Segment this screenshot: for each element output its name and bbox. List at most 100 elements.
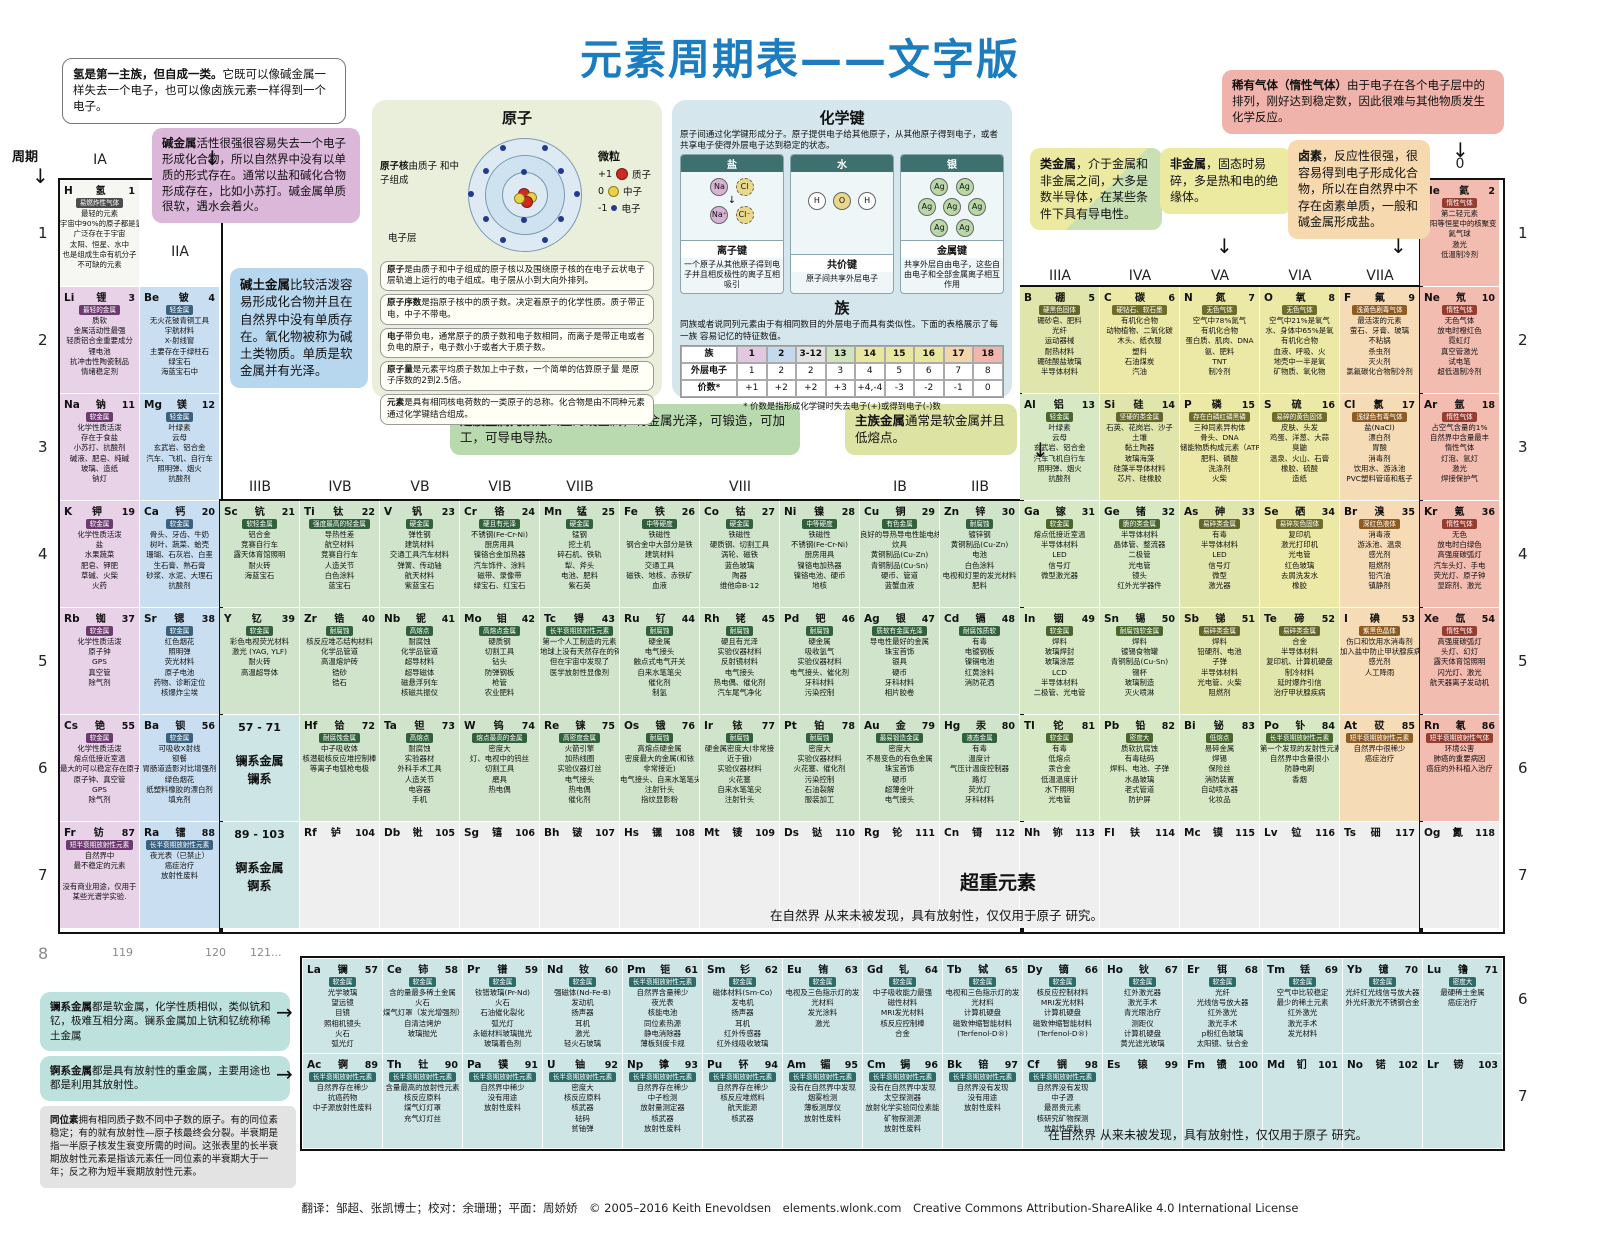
series-placeholder-89-103[interactable]: 89 - 103 锕系金属 锕系 <box>220 822 299 928</box>
element-cell-Mn[interactable]: Mn 锰 25 硬金属 锰钢 挖土机 碎石机、铁轨 犁、斧头 电池、肥料 紫石英 <box>540 501 619 607</box>
element-cell-Ra[interactable]: Ra 镭 88 长半衰期放射性元素 夜光表（已禁止） 癌症治疗 放射性废料 <box>140 822 219 928</box>
element-cell-Np[interactable]: Np 镎 93 长半衰期放射性元素 自然界存在稀少 中子检测 放射量测定器 核武器 放射性废料 <box>623 1054 702 1148</box>
element-cell-Bh[interactable]: Bh 𬭛 107 <box>540 822 619 928</box>
element-cell-Rf[interactable]: Rf 𬬻 104 <box>300 822 379 928</box>
element-cell-Ho[interactable]: Ho 钬 67 软金属 红外激光器 激光手术 青光眼治疗 测距仪 计算机硬盘 黄光滤光玻璃 <box>1103 959 1182 1053</box>
element-cell-Mo[interactable]: Mo 钼 42 高熔点金属 硬质钢 切割工具 钻头 防弹钢板 枪管 农业肥料 <box>460 608 539 714</box>
element-cell-Ac[interactable]: Ac 锕 89 长半衰期放射性元素 自然界存在稀少 抗癌药物 中子源放射性废料 <box>303 1054 382 1148</box>
element-cell-Er[interactable]: Er 铒 68 软金属 光纤 光线信号放大器 红外激光 激光手术 p粉红色玻璃 太阳镜、钛合金 <box>1183 959 1262 1053</box>
element-cell-Au[interactable]: Au 金 79 最易锻造金属 密度大 不易变色的有色金属 珠宝首饰 硬币 超薄金叶 电气接头 <box>860 715 939 821</box>
element-cell-Pt[interactable]: Pt 铂 78 耐腐蚀 密度大 实验仪器材料 火花塞、催化剂 污染控制 石油裂解 服装加工 <box>780 715 859 821</box>
element-cell-Bk[interactable]: Bk 锫 97 长半衰期放射性元素 自然界没有发现 没有用途 放射性废料 <box>943 1054 1022 1148</box>
element-cell-No[interactable]: No 锘 102 <box>1343 1054 1422 1148</box>
element-cell-Pr[interactable]: Pr 镨 59 软金属 钕镨玻璃(Pr-Nd) 火石 石油催化裂化 弧光灯 永磁材料玻璃抛光 玻璃… <box>463 959 542 1053</box>
element-cell-V[interactable]: V 钒 23 硬金属 弹性钢 建筑材料 交通工具汽车材料 弹簧、传动轴 航天材料 紫蓝宝石 <box>380 501 459 607</box>
element-cell-C[interactable]: C 碳 6 硬钻石、软石墨 有机化合物 动物植物、二氧化碳 木头、纸衣服 塑料 石油煤炭 汽油 <box>1100 287 1179 393</box>
element-cell-Hs[interactable]: Hs 𬭶 108 <box>620 822 699 928</box>
element-cell-Ne[interactable]: Ne 氖 10 惰性气体 无色气体 放电时橙红色 霓虹灯 真空管激光 试电笔 超低温制冷剂 <box>1420 287 1499 393</box>
element-cell-Sr[interactable]: Sr 锶 38 软金属 红色烟花 照明弹 荧光材料 原子电池 药物、诊断定位 核爆炸尘埃 <box>140 608 219 714</box>
element-cell-Pd[interactable]: Pd 钯 46 耐腐蚀 硬金属 吸收氢气 实验仪器材料 电气接头、催化剂 牙科材料 污染控制 <box>780 608 859 714</box>
element-cell-I[interactable]: I 碘 53 紫黑色晶体 伤口和饮用水消毒剂 加入盐中防止甲状腺疾病 感光剂 人工降雨 <box>1340 608 1419 714</box>
element-cell-Rh[interactable]: Rh 铑 45 耐腐蚀 硬且有光泽 实验仪器材料 反射镜材料 电气接头 热电偶、催化剂 汽车尾气净… <box>700 608 779 714</box>
element-cell-Br[interactable]: Br 溴 35 深红色液体 消毒液 游泳池、温泉 感光剂 阻燃剂 铅汽油 镇静剂 <box>1340 501 1419 607</box>
element-cell-Am[interactable]: Am 镅 95 长半衰期放射性元素 没有在自然界中发现 烟雾检测 薄板测厚仪 放射性废料 <box>783 1054 862 1148</box>
element-cell-Fm[interactable]: Fm 镄 100 <box>1183 1054 1262 1148</box>
element-cell-N[interactable]: N 氮 7 无色气体 空气中78%氮气 有机化合物 蛋白质、肌肉、DNA 氨、肥料 TNT 制冷剂 <box>1180 287 1259 393</box>
element-cell-Gd[interactable]: Gd 钆 64 软金属 中子吸收能力最强 磁性材料 MRI发光材料 核反应控制棒 合金 <box>863 959 942 1053</box>
element-cell-Og[interactable]: Og 鿫 118 <box>1420 822 1499 928</box>
element-cell-Tl[interactable]: Tl 铊 81 软金属 有毒 低熔点 汞合金 低温温度计 水下照明 光电管 <box>1020 715 1099 821</box>
element-cell-Ce[interactable]: Ce 铈 58 软金属 含的量最多稀土金属 火石 煤气灯罩（发光增强剂） 自清洁烤炉 玻璃抛光 <box>383 959 462 1053</box>
element-cell-Ag[interactable]: Ag 银 47 质软有金属光泽 导电性最好的金属 珠宝首饰 银具 硬币 牙科材料 相片胶卷 <box>860 608 939 714</box>
element-cell-Lv[interactable]: Lv 𫟷 116 <box>1260 822 1339 928</box>
element-cell-U[interactable]: U 铀 92 长半衰期放射性元素 密度大 核反应原料 核武器 砝码 贫铀弹 <box>543 1054 622 1148</box>
element-cell-Bi[interactable]: Bi 铋 83 低熔点 易碎金属 焊锡 保险丝 消防装置 自动喷水器 化妆品 <box>1180 715 1259 821</box>
element-cell-Xe[interactable]: Xe 氙 54 惰性气体 高强度碳弧灯 头灯、幻灯 露天体育馆照明 闪光灯、激光 航天器离子发动… <box>1420 608 1499 714</box>
element-cell-Kr[interactable]: Kr 氪 36 惰性气体 无色 放电时白绿色 高强度碳弧灯 汽车头灯、手电 荧光灯、原子钟 显踪剂… <box>1420 501 1499 607</box>
element-cell-Fl[interactable]: Fl 𫓧 114 <box>1100 822 1179 928</box>
element-cell-Lr[interactable]: Lr 铹 103 <box>1423 1054 1502 1148</box>
element-cell-Nh[interactable]: Nh 鿭 113 <box>1020 822 1099 928</box>
element-cell-Tb[interactable]: Tb 铽 65 软金属 电视和三色指示灯的发 光材料 计算机硬盘 磁致伸缩智能材料 (Terfe… <box>943 959 1022 1053</box>
element-cell-As[interactable]: As 砷 33 易碎类金属 有毒 半导体材料 LED 信号灯 微型 激光器 <box>1180 501 1259 607</box>
element-cell-Rg[interactable]: Rg 𬬭 111 <box>860 822 939 928</box>
element-cell-Dy[interactable]: Dy 镝 66 软金属 核反应控制材料 MRI发光材料 计算机硬盘 磁致伸缩智能材料 (Terf… <box>1023 959 1102 1053</box>
element-cell-Sc[interactable]: Sc 钪 21 软轻金属 铝合金 竞赛自行车 露天体育馆照明 耐火砖 海蓝宝石 <box>220 501 299 607</box>
element-cell-Cs[interactable]: Cs 铯 55 软金属 化学性质活泼 熔点低接近室温 最大的可以稳定存在原子 原子钟、真空管 G… <box>60 715 139 821</box>
element-cell-Y[interactable]: Y 钇 39 软金属 彩色电视荧光材料 激光 (YAG, YLF) 耐火砖 高温超导体 <box>220 608 299 714</box>
element-cell-Sb[interactable]: Sb 锑 51 易碎类金属 焊料 铅硬剂、电池 子弹 半导体材料 光电管、火柴 阻燃剂 <box>1180 608 1259 714</box>
element-cell-Cl[interactable]: Cl 氯 17 浅绿色有毒气体 盐(NaCl) 漂白剂 胃酸 消毒剂 饮用水、游泳池 PVC塑料管… <box>1340 394 1419 500</box>
element-cell-Se[interactable]: Se 硒 34 易碎灰色固体 复印机 激光打印机 光电管 红色玻璃 去屑洗发水 橡胶 <box>1260 501 1339 607</box>
element-cell-Zn[interactable]: Zn 锌 30 耐腐蚀 镀锌钢 黄铜制品(Cu-Zn) 电池 白色涂料 电视和灯里的发光材料 肥料 <box>940 501 1019 607</box>
element-cell-W[interactable]: W 钨 74 熔点最高的金属 密度大 灯、电视中的钨丝 切割工具 磨具 热电偶 <box>460 715 539 821</box>
element-cell-Cf[interactable]: Cf 锎 98 长半衰期放射性元素 自然界没有发现 中子源 最昂贵元素 核研究矿物探测 放射性废… <box>1023 1054 1102 1148</box>
element-cell-He[interactable]: He 氦 2 惰性气体 第二轻元素 太阳等恒星中的核聚变 氦气球 激光 低温制冷剂 <box>1420 180 1499 286</box>
element-cell-Ga[interactable]: Ga 镓 31 软金属 熔点低接近室温 半导体材料 LED 信号灯 微型激光器 <box>1020 501 1099 607</box>
element-cell-O[interactable]: O 氧 8 无色气体 空气中21%是氧气 水、身体中65%是氧 有机化合物 血液、呼吸、火 地壳… <box>1260 287 1339 393</box>
element-cell-Cd[interactable]: Cd 镉 48 耐腐蚀质软 有毒 电镀钢板 镍镉电池 红黄涂料 消防花洒 <box>940 608 1019 714</box>
element-cell-Tc[interactable]: Tc 锝 43 长半衰期放射性元素 第一个人工制造的元素 地球上没有天然存在的锝 但在宇宙中… <box>540 608 619 714</box>
element-cell-Yb[interactable]: Yb 镱 70 软金属 光纤红光线信号放大器 外光纤激光不锈钢合金 <box>1343 959 1422 1053</box>
element-cell-Cm[interactable]: Cm 锔 96 长半衰期放射性元素 没有在自然界中发现 太空探测器 放射化学实验同位素能 矿物… <box>863 1054 942 1148</box>
element-cell-S[interactable]: S 硫 16 易碎的黄色固体 皮肤、头发 鸡蛋、洋葱、大蒜 臭鼬 温泉、火山、石膏 橡胶、硫酸造… <box>1260 394 1339 500</box>
element-cell-Cr[interactable]: Cr 铬 24 硬且有光泽 不锈钢(Fe-Cr-Ni) 厨房用具 镍铬合金加热器 汽车饰件、涂… <box>460 501 539 607</box>
element-cell-Ir[interactable]: Ir 铱 77 耐腐蚀 硬金属密度大(非常接 近于锇) 实验仪器材料 火花塞 自来水笔笔尖 注射针… <box>700 715 779 821</box>
element-cell-Mt[interactable]: Mt 鿏 109 <box>700 822 779 928</box>
element-cell-Ti[interactable]: Ti 钛 22 强度最高的轻金属 导热性差 航空材料 竞赛自行车 人造关节 白色涂料 蓝宝石 <box>300 501 379 607</box>
element-cell-Os[interactable]: Os 锇 76 耐腐蚀 高熔点硬金属 密度最大的金属(和铱 非常接近) 电气接头、自来水笔笔尖… <box>620 715 699 821</box>
element-cell-Md[interactable]: Md 钔 101 <box>1263 1054 1342 1148</box>
series-placeholder-57-71[interactable]: 57 - 71 镧系金属 镧系 <box>220 715 299 821</box>
element-cell-B[interactable]: B 硼 5 硬黑色固体 硼砂皂、肥料 光纤 运动器械 耐热材料 硼硅酸盐玻璃 半导体材料 <box>1020 287 1099 393</box>
element-cell-Re[interactable]: Re 铼 75 高密度金属 火箭引擎 加热线圈 实验仪器灯丝 电气接头 热电偶 催化剂 <box>540 715 619 821</box>
element-cell-Ca[interactable]: Ca 钙 20 软金属 骨头、牙齿、牛奶 树叶、蔬菜、蛤壳 珊瑚、石灰岩、白垩 生石膏、熟石膏… <box>140 501 219 607</box>
element-cell-Sm[interactable]: Sm 钐 62 软金属 磁体材料(Sm-Co) 发电机 扬声器 耳机 红外传感器 红外线吸收玻璃 <box>703 959 782 1053</box>
element-cell-Sn[interactable]: Sn 锡 50 耐腐蚀软金属 焊料 镀锡食物罐 青铜制品(Cu-Sn) 锡杯 玻璃制造 灭火喷淋 <box>1100 608 1179 714</box>
element-cell-Si[interactable]: Si 硅 14 坚硬的类金属 石英、花岗岩、沙子 土壤 黏土陶器 玻璃海藻 硅藻半导体材料 芯片、… <box>1100 394 1179 500</box>
element-cell-Ni[interactable]: Ni 镍 28 中等硬度 铁磁性 不锈钢(Fe-Cr-Ni) 厨房用具 镍铬电加热器 镍铬电池、… <box>780 501 859 607</box>
element-cell-Rb[interactable]: Rb 铷 37 软金属 化学性质活泼 原子钟 GPS 真空管 除气剂 <box>60 608 139 714</box>
element-cell-Rn[interactable]: Rn 氡 86 短半衰期放射性气体 环境公害 肺癌的重要病因 癌症的外科植入治疗 <box>1420 715 1499 821</box>
element-cell-Ar[interactable]: Ar 氩 18 惰性气体 占空气含量的1% 自然界中含量最丰 惰性气体 灯泡、氩灯 激光 焊接保护… <box>1420 394 1499 500</box>
element-cell-Pb[interactable]: Pb 铅 82 密度大 质软抗腐蚀 有毒砝码 焊料、电池、子弹 水晶玻璃 老式管道 防护屏 <box>1100 715 1179 821</box>
element-cell-Nd[interactable]: Nd 钕 60 软金属 强磁体(Nd-Fe-B) 发动机 扬声器 耳机 激光 轻火石玻璃 <box>543 959 622 1053</box>
element-cell-At[interactable]: At 砹 85 短半衰期放射性元素 自然界中很稀少 癌症治疗 <box>1340 715 1419 821</box>
element-cell-Pm[interactable]: Pm 钷 61 长半衰期放射性元素 自然界含量稀少 夜光表 核能电池 同位素热源 静电消除器 薄板… <box>623 959 702 1053</box>
element-cell-Fe[interactable]: Fe 铁 26 中等硬度 铁磁性 钢合金中大部分是铁 建筑材料 交通工具 磁铁、地核、赤铁矿 血液 <box>620 501 699 607</box>
element-cell-Ge[interactable]: Ge 锗 32 脆的类金属 半导体材料 晶体管、整流器 二极管 光电管 镜头 红外光学器件 <box>1100 501 1179 607</box>
element-cell-Na[interactable]: Na 钠 11 软金属 化学性质活泼 存在于食盐 小苏打、抗酸剂 碱液、肥皂、纯碱 玻璃、造纸钠… <box>60 394 139 500</box>
element-cell-Hf[interactable]: Hf 铪 72 耐腐蚀金属 中子吸收体 核潜艇核反应堆控制棒 等离子电弧枪电极 <box>300 715 379 821</box>
element-cell-Co[interactable]: Co 钴 27 硬金属 铁磁性 硬质钢、切割工具 涡轮、磁铁 蓝色玻璃 陶器 维他命B-12 <box>700 501 779 607</box>
element-cell-Lu[interactable]: Lu 镥 71 密度大 最硬稀土金属 癌症治疗 <box>1423 959 1502 1053</box>
element-cell-Cn[interactable]: Cn 鿔 112 <box>940 822 1019 928</box>
element-cell-Be[interactable]: Be 铍 4 轻金属 无火花铍青铜工具 宇航材料 X-射线窗 主要存在于绿柱石 绿宝石 海蓝宝石中 <box>140 287 219 393</box>
element-cell-Pu[interactable]: Pu 钚 94 长半衰期放射性元素 自然界存在稀少 核反应堆燃料 航天能源 核武器 <box>703 1054 782 1148</box>
element-cell-Sg[interactable]: Sg 𬭳 106 <box>460 822 539 928</box>
element-cell-Te[interactable]: Te 碲 52 易碎类金属 合金 半导体材料 复印机、计算机硬盘 制冷材料 延时爆炸引信 治疗甲状… <box>1260 608 1339 714</box>
element-cell-Po[interactable]: Po 钋 84 长半衰期放射性元素 第一个发现的发射性元素 自然界中含量很小 防静电刷 香烟 <box>1260 715 1339 821</box>
element-cell-Db[interactable]: Db 𬭊 105 <box>380 822 459 928</box>
element-cell-F[interactable]: F 氟 9 浅黄色剧毒气体 最活泼的元素 萤石、牙膏、玻璃 不粘锅 杀虫剂 灭火剂 氯氟碳化合物制… <box>1340 287 1419 393</box>
element-cell-Al[interactable]: Al 铝 13 轻金属 叶绿素 云母 玄武岩、铝合金 汽车飞机自行车 照明弹、烟火 抗酸剂 <box>1020 394 1099 500</box>
element-cell-K[interactable]: K 钾 19 软金属 化学性质活泼盐水果蔬菜 肥皂、钾肥 草碱、火柴 火药 <box>60 501 139 607</box>
element-cell-Hg[interactable]: Hg 汞 80 液态金属 有毒 温度计 气压计温度控制器 路灯 荧光灯 牙科材料 <box>940 715 1019 821</box>
element-cell-Pa[interactable]: Pa 镤 91 长半衰期放射性元素 自然界中稀少 没有用途 放射性废料 <box>463 1054 542 1148</box>
